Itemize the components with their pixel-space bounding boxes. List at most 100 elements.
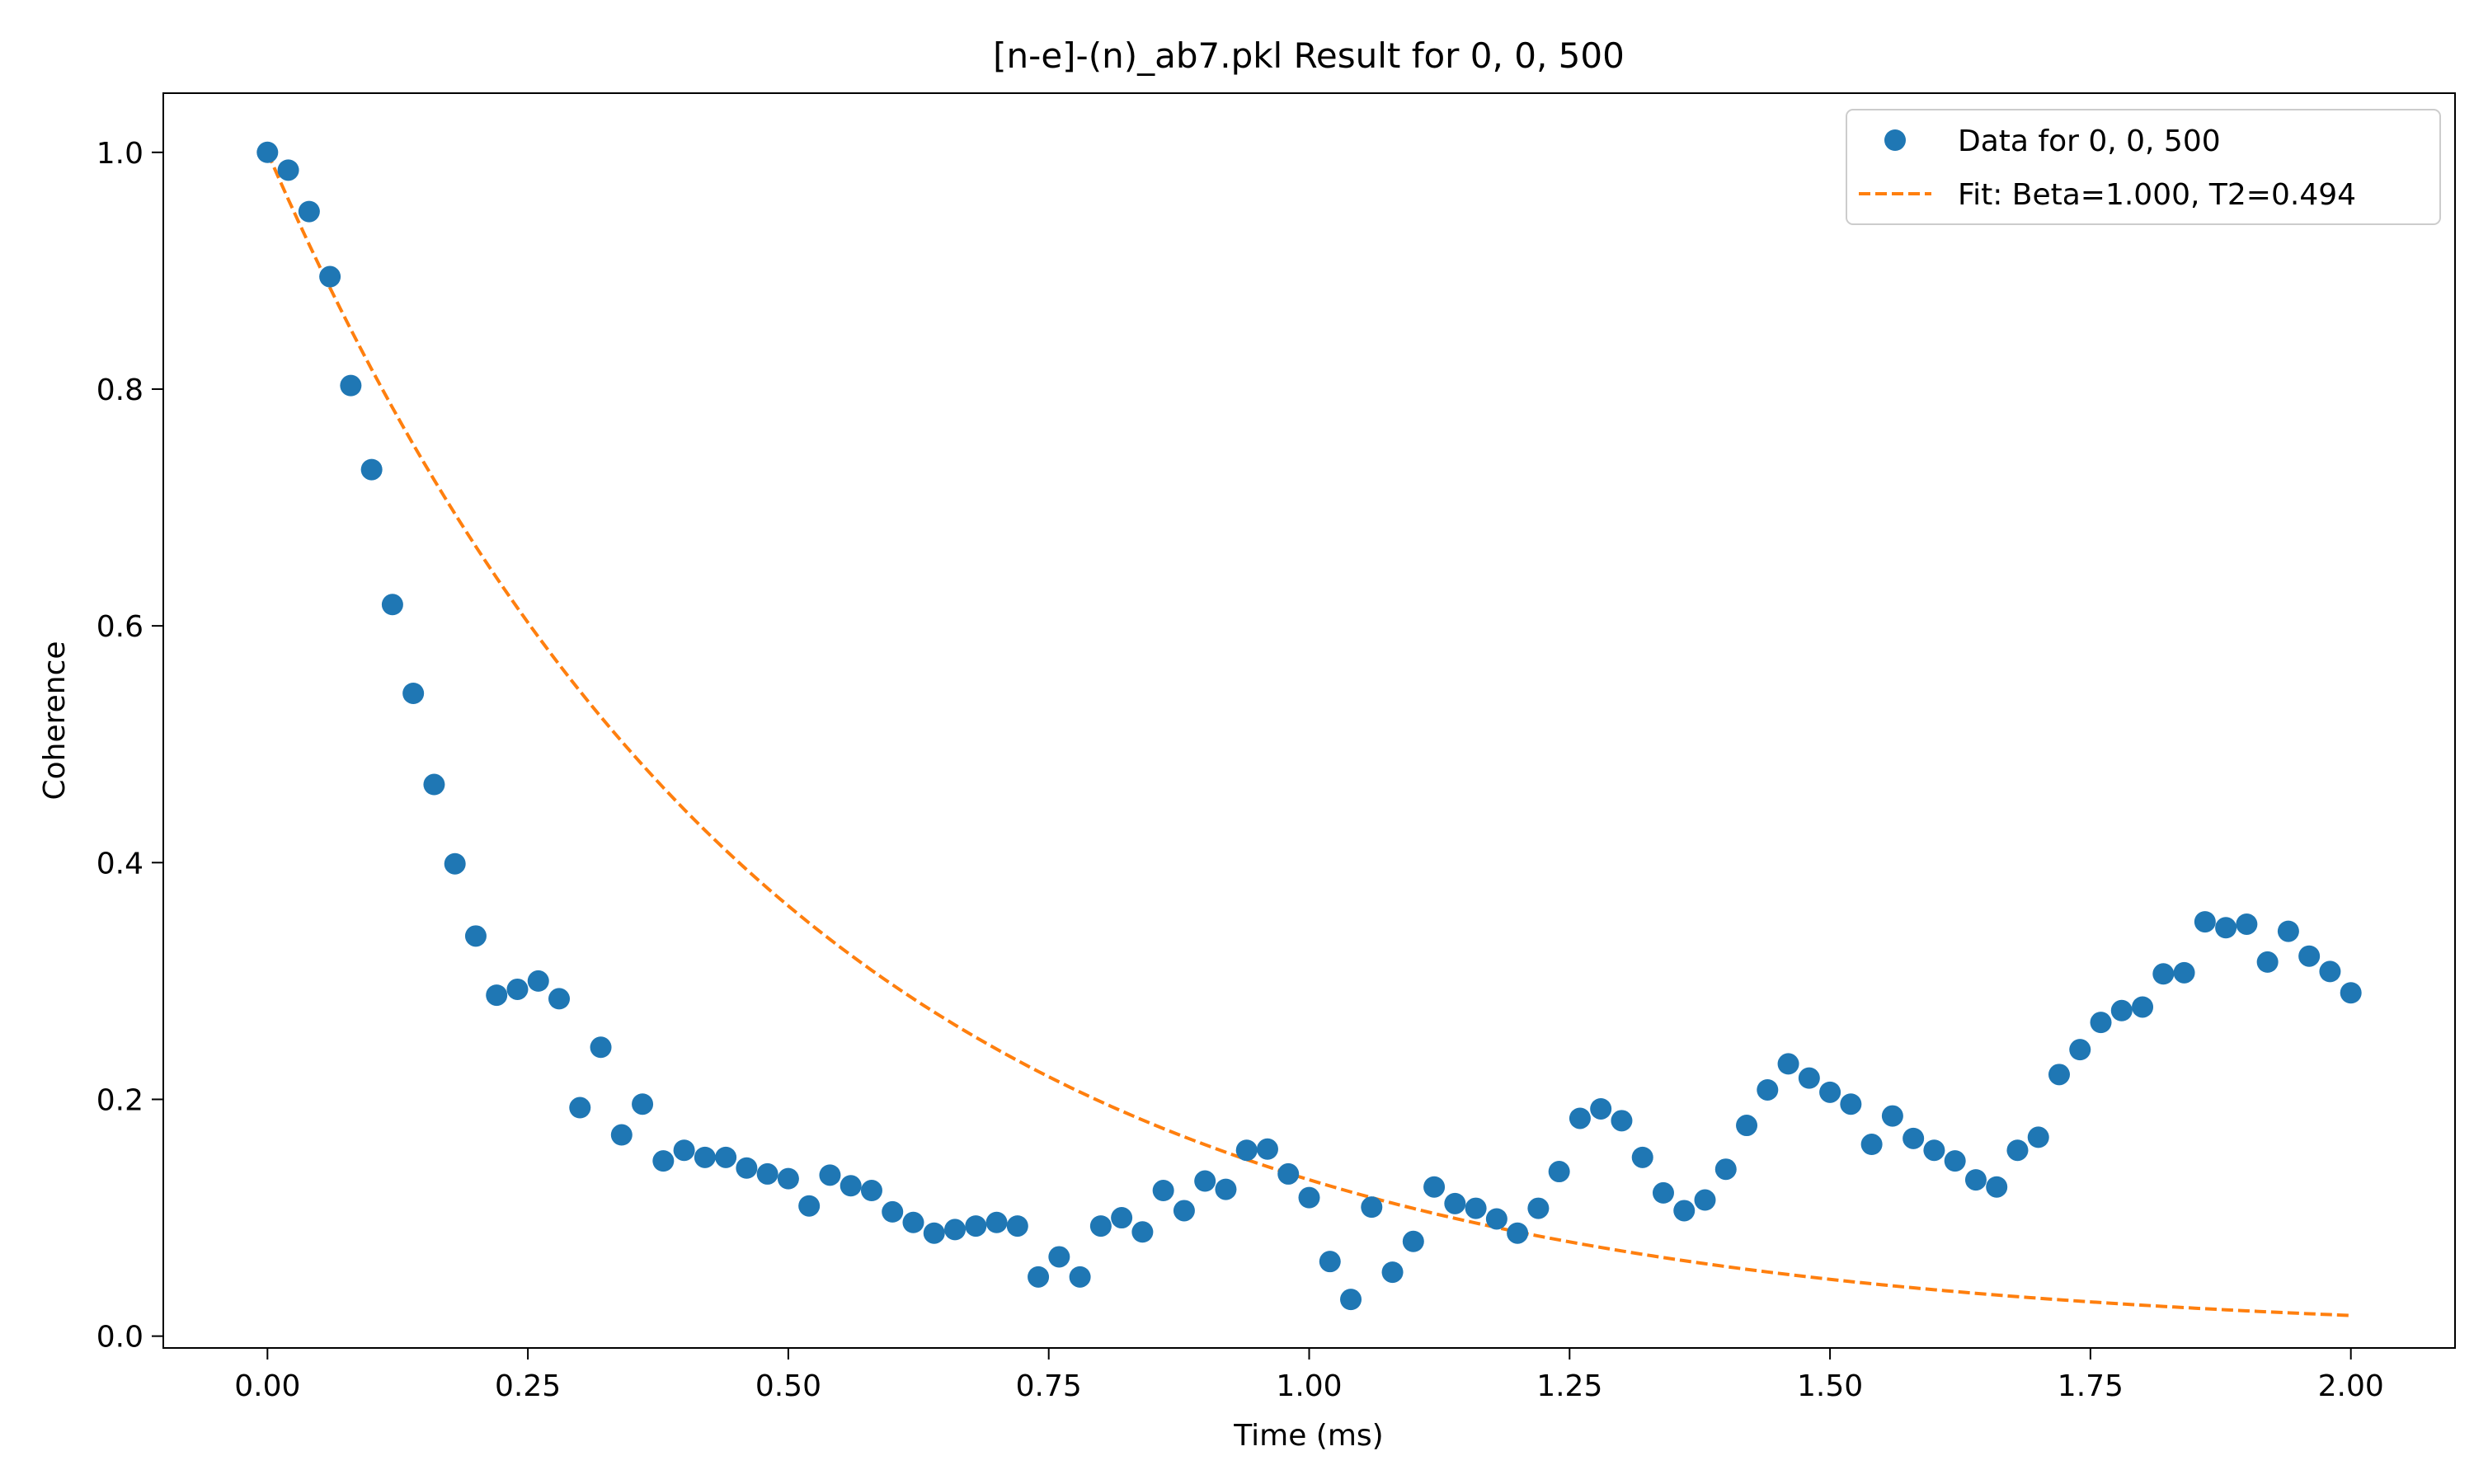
fit-layer	[266, 151, 2351, 1317]
data-point	[360, 458, 383, 481]
legend-label-fit: Fit: Beta=1.000, T2=0.494	[1958, 178, 2356, 212]
y-tick-label: 0.8	[96, 373, 143, 407]
data-point	[1423, 1176, 1446, 1198]
y-tick-label: 0.4	[96, 847, 143, 881]
data-point	[298, 200, 320, 223]
data-point	[527, 970, 549, 992]
data-point	[1340, 1289, 1362, 1311]
data-point	[1652, 1181, 1674, 1204]
data-point	[2277, 920, 2299, 942]
data-point	[715, 1146, 737, 1168]
data-point	[798, 1195, 821, 1217]
y-tick-label: 0.6	[96, 610, 143, 644]
data-point	[985, 1211, 1008, 1233]
data-point	[2152, 963, 2175, 985]
data-point	[590, 1036, 612, 1059]
data-point	[944, 1219, 967, 1241]
data-point	[486, 984, 508, 1007]
data-point	[1465, 1197, 1487, 1219]
data-point	[464, 925, 487, 947]
data-point	[506, 978, 529, 1000]
data-point	[1256, 1138, 1278, 1160]
data-point	[902, 1211, 924, 1233]
data-point	[1402, 1230, 1424, 1252]
data-point	[2340, 982, 2362, 1004]
data-point	[1381, 1261, 1404, 1284]
data-point	[632, 1093, 654, 1115]
data-point	[777, 1167, 799, 1190]
data-point	[1590, 1097, 1612, 1120]
x-tick-label: 1.75	[2058, 1369, 2124, 1403]
data-point	[1903, 1127, 1925, 1149]
data-point	[444, 852, 466, 875]
data-point	[381, 594, 403, 616]
data-point	[1028, 1266, 1050, 1288]
legend-box	[1846, 109, 2441, 225]
data-point	[882, 1200, 904, 1223]
plot-area	[162, 92, 2456, 1349]
data-point	[2215, 917, 2237, 939]
data-point	[673, 1139, 695, 1162]
data-point	[1944, 1150, 1966, 1172]
data-point	[1631, 1146, 1653, 1168]
data-point	[860, 1180, 882, 1202]
y-axis: 0.0 0.2 0.4 0.6 0.8 1.0	[96, 137, 163, 1355]
data-point	[1507, 1222, 1529, 1244]
data-point	[1361, 1196, 1383, 1219]
x-tick-label: 1.25	[1536, 1369, 1602, 1403]
data-point	[1194, 1170, 1216, 1192]
data-point	[819, 1164, 841, 1186]
data-point	[1986, 1176, 2008, 1198]
data-point	[2256, 951, 2279, 973]
data-point	[923, 1222, 945, 1244]
data-point	[2132, 996, 2154, 1018]
data-point	[2048, 1064, 2070, 1086]
data-point	[1298, 1186, 1320, 1209]
x-tick-label: 0.75	[1016, 1369, 1082, 1403]
data-point	[2298, 945, 2321, 967]
data-point	[736, 1157, 758, 1179]
data-point	[610, 1124, 633, 1146]
data-point	[1131, 1221, 1154, 1243]
data-point	[1548, 1161, 1570, 1183]
data-point	[1694, 1189, 1716, 1211]
data-point	[548, 988, 571, 1010]
x-axis-label: Time (ms)	[1233, 1419, 1383, 1453]
data-point	[1089, 1215, 1112, 1237]
data-point	[1569, 1107, 1591, 1129]
data-point	[1881, 1105, 1903, 1127]
x-tick-label: 1.50	[1797, 1369, 1863, 1403]
x-tick-label: 2.00	[2318, 1369, 2384, 1403]
y-tick-label: 0.2	[96, 1083, 143, 1117]
data-point	[1798, 1067, 1820, 1089]
data-point	[256, 141, 279, 163]
data-point	[756, 1162, 778, 1185]
data-point	[1777, 1053, 1799, 1075]
data-point	[1840, 1093, 1862, 1115]
data-point	[319, 265, 341, 288]
data-point	[965, 1215, 987, 1237]
data-point	[1152, 1180, 1174, 1202]
data-point	[2027, 1126, 2049, 1148]
data-point	[1757, 1078, 1779, 1101]
data-point	[1235, 1139, 1258, 1162]
data-point	[2194, 911, 2216, 933]
data-point	[277, 159, 299, 181]
data-point	[2173, 961, 2195, 984]
fit-line	[266, 151, 2351, 1317]
data-point	[423, 773, 445, 796]
data-point	[569, 1097, 591, 1119]
y-tick-label: 0.0	[96, 1321, 143, 1355]
points-layer	[256, 141, 2362, 1311]
legend: Data for 0, 0, 500 Fit: Beta=1.000, T2=0…	[1846, 109, 2441, 225]
x-axis: 0.00 0.25 0.50 0.75 1.00 1.25 1.50 1.75 2.00	[234, 1348, 2384, 1403]
data-point	[340, 374, 362, 397]
data-point	[1111, 1207, 1133, 1229]
data-point	[1215, 1178, 1237, 1200]
data-point	[402, 682, 425, 704]
data-point	[1048, 1246, 1070, 1268]
data-point	[1860, 1134, 1883, 1156]
data-point	[840, 1175, 862, 1197]
data-point	[1444, 1192, 1466, 1214]
data-point	[2236, 913, 2258, 935]
